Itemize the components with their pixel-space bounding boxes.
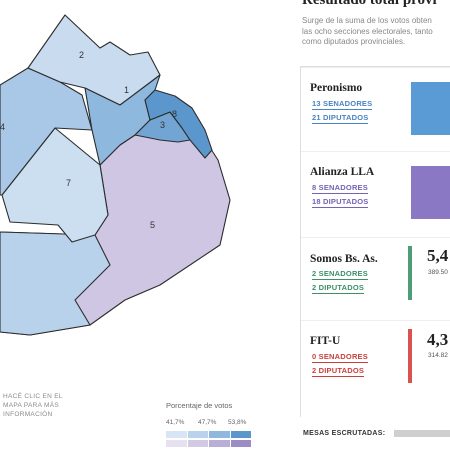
section-label-2: 2 [79,50,84,60]
legend-title: Porcentaje de votos [166,401,233,410]
party-name: Somos Bs. As. [310,253,378,265]
legend-swatch [230,431,251,438]
party-senators: 8 SENADORES [312,183,368,194]
party-senators: 13 SENADORES [312,99,373,110]
party-color-bar [411,166,450,219]
results-title: Resultado total provi [302,0,437,8]
legend-scale-purple [166,440,252,447]
section-label-4: 4 [0,122,5,132]
party-card-alianza-lla[interactable]: Alianza LLA 8 SENADORES 18 DIPUTADOS [301,151,450,227]
party-results-panel: Peronismo 13 SENADORES 21 DIPUTADOS Alia… [300,66,450,417]
legend-swatch [209,431,230,438]
party-name: Alianza LLA [310,166,375,178]
mesas-escrutadas-bar [394,430,450,437]
legend-swatch [187,440,208,447]
party-votes: 389.50 [428,269,448,276]
results-column: Resultado total provi Surge de la suma d… [300,0,450,450]
party-deputies: 21 DIPUTADOS [312,113,369,124]
section-label-1: 1 [124,85,129,95]
legend-tick-low: 41,7% [166,419,185,426]
section-label-3: 3 [160,120,165,130]
party-deputies: 18 DIPUTADOS [312,197,369,208]
party-senators: 2 SENADORES [312,269,368,280]
legend-tick-mid: 47,7% [198,419,217,426]
section-7-region[interactable] [1,127,109,243]
legend-tick-high: 53,8% [228,419,247,426]
section-label-8: 8 [172,109,177,119]
legend-ticks: 41,7% 47,7% 53,8% [166,419,252,429]
party-card-fit-u[interactable]: FIT-U 0 SENADORES 2 DIPUTADOS 4,3 314.82 [301,320,450,396]
party-deputies: 2 DIPUTADOS [312,366,365,377]
party-name: Peronismo [310,82,363,94]
party-color-bar [408,246,412,300]
section-8-region[interactable] [144,89,213,159]
party-color-bar [411,82,450,135]
section-6-region[interactable] [0,231,111,336]
map-hint: HACÉ CLIC EN EL MAPA PARA MÁS INFORMACIÓ… [3,393,63,418]
party-card-peronismo[interactable]: Peronismo 13 SENADORES 21 DIPUTADOS [301,67,450,143]
party-percentage: 5,4 [427,246,449,265]
vote-percentage-legend: Porcentaje de votos 41,7% 47,7% 53,8% [166,401,252,447]
legend-swatch [187,431,208,438]
party-name: FIT-U [310,335,341,347]
party-votes: 314.82 [428,352,448,359]
legend-scale-blue [166,431,252,438]
mesas-escrutadas-label: MESAS ESCRUTADAS: [303,430,386,437]
results-subtitle: Surge de la suma de los votos obten las … [302,16,433,46]
party-senators: 0 SENADORES [312,352,368,363]
section-2-region[interactable] [27,14,161,106]
section-label-7: 7 [66,178,71,188]
party-deputies: 2 DIPUTADOS [312,283,365,294]
legend-swatch [166,431,187,438]
party-color-bar [408,329,412,383]
section-label-5: 5 [150,220,155,230]
buenos-aires-province-map[interactable]: 1 2 3 4 5 7 8 [0,0,300,385]
legend-swatch [209,440,230,447]
legend-swatch [230,440,251,447]
legend-swatch [166,440,187,447]
party-card-somos-bs-as[interactable]: Somos Bs. As. 2 SENADORES 2 DIPUTADOS 5,… [301,237,450,313]
party-percentage: 4,3 [427,330,449,349]
